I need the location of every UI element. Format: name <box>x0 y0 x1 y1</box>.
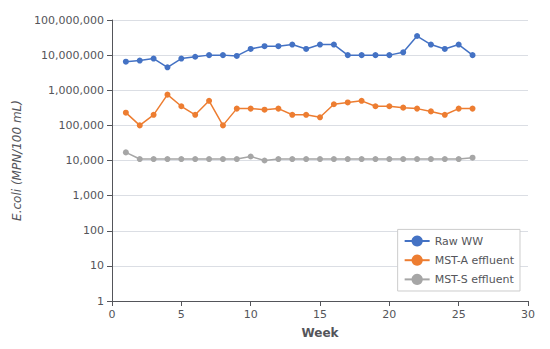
svg-text:10: 10 <box>244 308 258 321</box>
svg-text:MST-A effluent: MST-A effluent <box>435 254 515 267</box>
svg-text:100,000,000: 100,000,000 <box>34 14 104 27</box>
svg-text:30: 30 <box>521 308 535 321</box>
svg-text:10: 10 <box>90 259 104 272</box>
svg-text:Raw WW: Raw WW <box>435 235 484 248</box>
svg-text:Week: Week <box>301 326 339 340</box>
svg-text:1,000: 1,000 <box>73 189 105 202</box>
svg-text:100: 100 <box>83 224 104 237</box>
svg-text:1,000,000: 1,000,000 <box>48 84 104 97</box>
svg-text:1: 1 <box>97 295 104 308</box>
svg-text:100,000: 100,000 <box>59 119 105 132</box>
svg-text:0: 0 <box>109 308 116 321</box>
svg-text:5: 5 <box>178 308 185 321</box>
svg-text:E.coli (MPN/100 mL): E.coli (MPN/100 mL) <box>10 100 24 221</box>
svg-text:MST-S effluent: MST-S effluent <box>435 273 515 286</box>
svg-text:15: 15 <box>313 308 327 321</box>
svg-text:25: 25 <box>452 308 466 321</box>
svg-text:20: 20 <box>382 308 396 321</box>
svg-text:10,000,000: 10,000,000 <box>41 49 104 62</box>
svg-text:10,000: 10,000 <box>66 154 105 167</box>
